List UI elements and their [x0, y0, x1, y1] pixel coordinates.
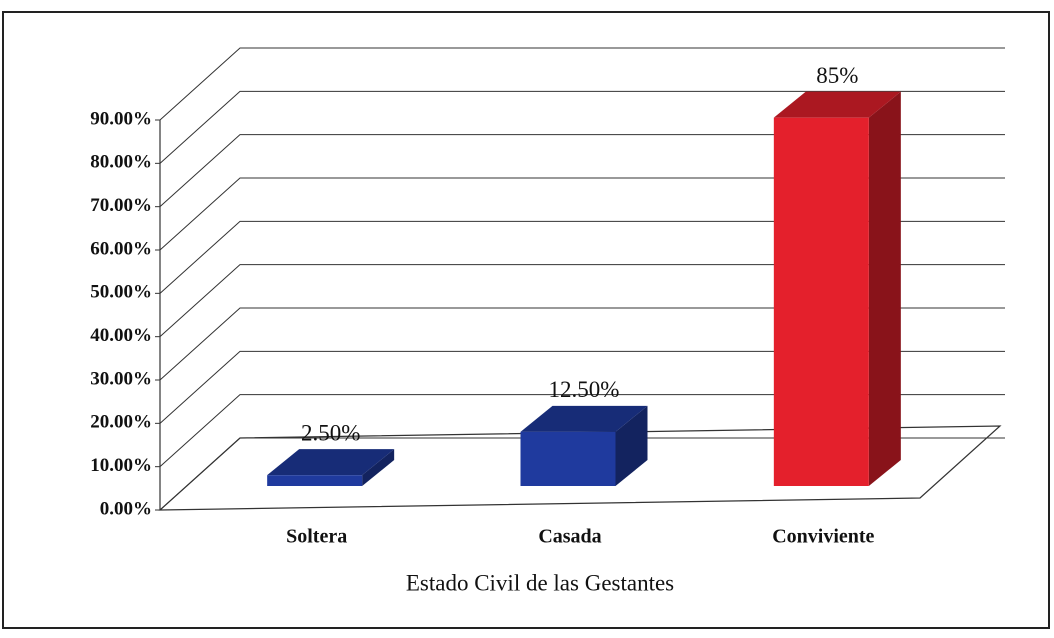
y-tick-label: 0.00%: [100, 498, 152, 519]
x-tick-label: Casada: [538, 526, 601, 548]
y-tick-label: 10.00%: [90, 455, 152, 476]
y-tick-label: 70.00%: [90, 195, 152, 216]
y-tick-label: 90.00%: [90, 108, 152, 129]
grid-line: [159, 47, 1005, 121]
value-label: 85%: [816, 63, 858, 88]
bar: [520, 431, 616, 486]
grid-line: [159, 350, 1005, 424]
bar-side: [868, 91, 901, 487]
bar: [773, 117, 869, 487]
y-tick-label: 40.00%: [90, 325, 152, 346]
bar-top: [520, 405, 648, 432]
grid-line: [159, 134, 1005, 208]
grid-line: [159, 220, 1005, 294]
value-label: 12.50%: [549, 377, 620, 402]
x-tick-label: Conviviente: [772, 526, 874, 548]
value-label: 2.50%: [301, 420, 360, 445]
grid-line: [159, 90, 1005, 164]
bar-side: [615, 405, 648, 486]
y-tick-label: 60.00%: [90, 238, 152, 259]
grid-line: [159, 177, 1005, 251]
y-tick-label: 30.00%: [90, 368, 152, 389]
grid-line: [159, 307, 1005, 381]
grid-line: [159, 394, 1005, 468]
bar: [267, 475, 363, 486]
y-tick-label: 80.00%: [90, 152, 152, 173]
y-tick-label: 20.00%: [90, 412, 152, 433]
bar-top: [773, 91, 901, 118]
grid-line: [159, 264, 1005, 338]
y-tick-label: 50.00%: [90, 282, 152, 303]
x-tick-label: Soltera: [286, 526, 347, 548]
bar-side: [362, 449, 395, 486]
bar-top: [267, 449, 395, 476]
grid-line: [159, 437, 1005, 511]
x-axis-title: Estado Civil de las Gestantes: [406, 570, 674, 595]
